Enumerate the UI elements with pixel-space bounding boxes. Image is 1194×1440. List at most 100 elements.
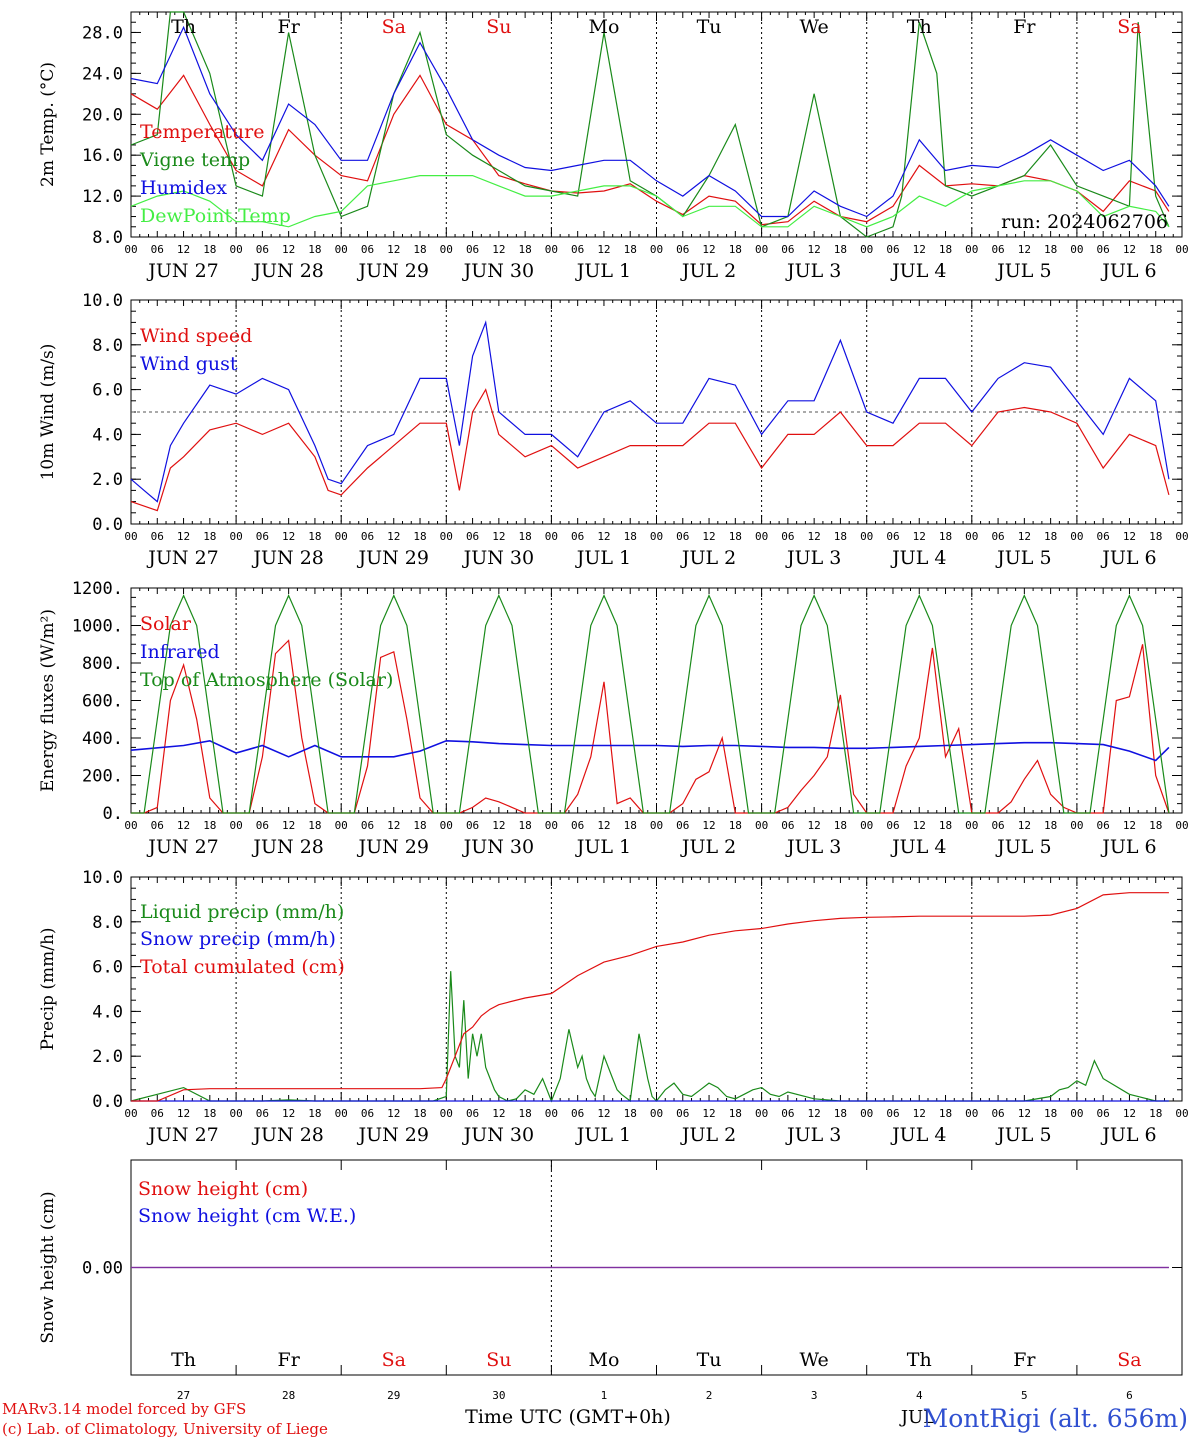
date-label: JUL 4 xyxy=(890,547,946,569)
y-tick-label: 1000. xyxy=(72,617,123,637)
y-tick-label: 0.0 xyxy=(92,515,123,535)
legend-entry: Wind speed xyxy=(140,325,252,347)
hour-tick-label: 12 xyxy=(913,819,926,832)
series-blue-line xyxy=(130,25,1170,218)
hour-tick-label: 00 xyxy=(229,1107,242,1120)
hour-tick-label: 12 xyxy=(1123,243,1136,256)
hour-tick-label: 00 xyxy=(545,819,558,832)
hour-tick-label: 12 xyxy=(177,530,190,543)
hour-tick-label: 12 xyxy=(808,819,821,832)
hour-tick-label: 06 xyxy=(571,1107,584,1120)
hour-tick-label: 06 xyxy=(466,819,479,832)
hour-tick-label: 00 xyxy=(755,243,768,256)
hour-tick-label: 06 xyxy=(571,819,584,832)
hour-tick-label: 00 xyxy=(1175,819,1188,832)
series-blue-line xyxy=(130,739,1170,762)
weekday-label-bottom: Mo xyxy=(588,1349,619,1371)
hour-tick-label: 06 xyxy=(1097,530,1110,543)
month-label: JUL xyxy=(899,1407,935,1428)
day-number-label: 28 xyxy=(282,1389,295,1402)
hour-tick-label: 06 xyxy=(676,243,689,256)
hour-tick-label: 06 xyxy=(361,1107,374,1120)
series-green-line xyxy=(131,594,1170,814)
hour-tick-label: 18 xyxy=(1044,819,1057,832)
hour-tick-label: 12 xyxy=(1018,819,1031,832)
weekday-label-bottom: We xyxy=(800,1349,829,1371)
day-number-label: 27 xyxy=(177,1389,190,1402)
date-label: JUN 27 xyxy=(146,836,218,858)
legend-entry: Temperature xyxy=(140,121,264,143)
weekday-label: Mo xyxy=(588,16,619,38)
date-label: JUN 29 xyxy=(357,836,429,858)
date-label: JUL 2 xyxy=(680,1124,736,1146)
hour-tick-label: 00 xyxy=(124,1107,137,1120)
hour-tick-label: 18 xyxy=(308,530,321,543)
hour-tick-label: 06 xyxy=(1097,1107,1110,1120)
hour-tick-label: 06 xyxy=(361,243,374,256)
date-label: JUN 27 xyxy=(146,1124,218,1146)
legend-entry: Snow precip (mm/h) xyxy=(140,928,336,950)
hour-tick-label: 12 xyxy=(702,530,715,543)
hour-tick-label: 00 xyxy=(860,530,873,543)
hour-tick-label: 18 xyxy=(1044,530,1057,543)
hour-tick-label: 12 xyxy=(282,530,295,543)
weekday-label: Fr xyxy=(278,16,301,38)
hour-tick-label: 06 xyxy=(991,819,1004,832)
hour-tick-label: 00 xyxy=(229,243,242,256)
y-tick-label: 200. xyxy=(82,767,123,787)
hour-tick-label: 06 xyxy=(256,243,269,256)
date-label: JUL 5 xyxy=(995,1124,1051,1146)
hour-tick-label: 18 xyxy=(1044,1107,1057,1120)
y-tick-label: 0. xyxy=(103,804,123,824)
hour-tick-label: 12 xyxy=(808,243,821,256)
weekday-label: Sa xyxy=(1117,16,1141,38)
hour-tick-label: 12 xyxy=(702,819,715,832)
hour-tick-label: 12 xyxy=(177,243,190,256)
hour-tick-label: 18 xyxy=(413,243,426,256)
station-title: MontRigi (alt. 656m) xyxy=(923,1404,1188,1433)
weekday-label: We xyxy=(800,16,829,38)
date-label: JUL 4 xyxy=(890,1124,946,1146)
date-label: JUN 29 xyxy=(357,1124,429,1146)
hour-tick-label: 06 xyxy=(1097,243,1110,256)
weekday-label-bottom: Tu xyxy=(697,1349,722,1371)
date-label: JUL 5 xyxy=(995,547,1051,569)
date-label: JUL 1 xyxy=(575,547,631,569)
legend-entry: Snow height (cm W.E.) xyxy=(138,1205,356,1227)
hour-tick-label: 12 xyxy=(597,819,610,832)
hour-tick-label: 12 xyxy=(597,243,610,256)
hour-tick-label: 18 xyxy=(834,530,847,543)
y-tick-label: 16.0 xyxy=(82,146,123,166)
hour-tick-label: 06 xyxy=(886,819,899,832)
weekday-label-bottom: Th xyxy=(907,1349,932,1371)
weekday-label-bottom: Fr xyxy=(1013,1349,1036,1371)
hour-tick-label: 00 xyxy=(335,530,348,543)
legend-entry: Liquid precip (mm/h) xyxy=(140,901,344,923)
hour-tick-label: 00 xyxy=(650,530,663,543)
hour-tick-label: 18 xyxy=(413,1107,426,1120)
hour-tick-label: 06 xyxy=(256,1107,269,1120)
hour-tick-label: 06 xyxy=(991,1107,1004,1120)
hour-tick-label: 12 xyxy=(282,1107,295,1120)
hour-tick-label: 18 xyxy=(413,530,426,543)
y-tick-label: 4.0 xyxy=(92,1002,123,1022)
hour-tick-label: 18 xyxy=(939,243,952,256)
hour-tick-label: 00 xyxy=(1070,530,1083,543)
y-tick-label: 400. xyxy=(82,729,123,749)
hour-tick-label: 18 xyxy=(1149,1107,1162,1120)
hour-tick-label: 00 xyxy=(229,530,242,543)
series-lightgreen-line xyxy=(130,175,1170,228)
hour-tick-label: 12 xyxy=(808,530,821,543)
y-tick-label: 6.0 xyxy=(92,381,123,401)
weekday-label-bottom: Su xyxy=(486,1349,511,1371)
hour-tick-label: 06 xyxy=(886,530,899,543)
hour-tick-label: 12 xyxy=(387,1107,400,1120)
hour-tick-label: 12 xyxy=(387,819,400,832)
hour-tick-label: 12 xyxy=(1018,243,1031,256)
hour-tick-label: 06 xyxy=(781,1107,794,1120)
hour-tick-label: 00 xyxy=(335,1107,348,1120)
day-number-label: 4 xyxy=(916,1389,923,1402)
hour-tick-label: 18 xyxy=(729,530,742,543)
day-number-label: 6 xyxy=(1126,1389,1133,1402)
